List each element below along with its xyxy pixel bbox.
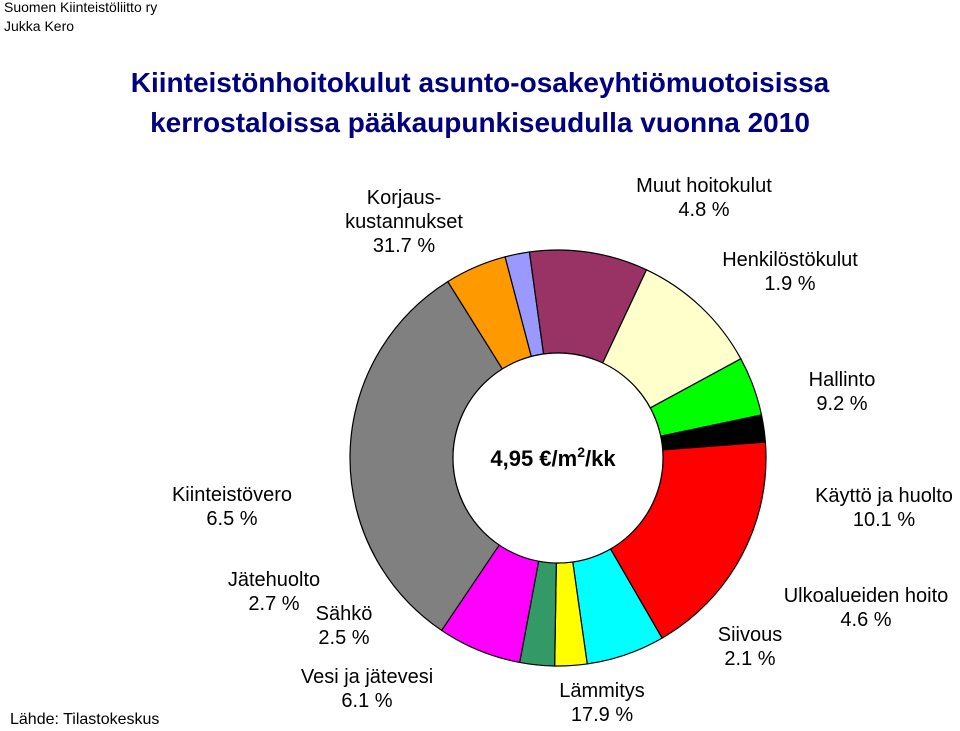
organization-name: Suomen Kiinteistöliitto ry (4, 0, 158, 15)
label-lammitys: Lämmitys 17.9 % (559, 680, 645, 726)
label-jatehuolto: Jätehuolto 2.7 % (228, 569, 320, 615)
label-kaytto-ja-huolto: Käyttö ja huolto 10.1 % (815, 485, 953, 531)
label-kiinteistovero: Kiinteistövero 6.5 % (172, 484, 292, 530)
label-siivous: Siivous 2.1 % (718, 624, 782, 670)
author-name: Jukka Kero (4, 18, 75, 34)
donut-hole (452, 352, 664, 564)
source-note: Lähde: Tilastokeskus (10, 711, 160, 728)
label-vesi-ja-jatevesi: Vesi ja jätevesi 6.1 % (301, 666, 433, 712)
label-sahko: Sähkö 2.5 % (316, 603, 373, 649)
label-muut-hoitokulut: Muut hoitokulut 4.8 % (636, 175, 772, 221)
center-label: 4,95 €/m2/kk (490, 444, 616, 471)
label-henkilostokulut: Henkilöstökulut 1.9 % (722, 249, 858, 295)
label-ulkoalueiden-hoito: Ulkoalueiden hoito 4.6 % (784, 585, 949, 631)
chart-title-line2: kerrostaloissa pääkaupunkiseudulla vuonn… (150, 107, 810, 138)
label-korjaus-kustannukset: Korjaus-kustannukset 31.7 % (345, 187, 463, 257)
label-hallinto: Hallinto 9.2 % (809, 369, 876, 415)
chart-title-line1: Kiinteistönhoitokulut asunto-osakeyhtiöm… (130, 67, 830, 98)
